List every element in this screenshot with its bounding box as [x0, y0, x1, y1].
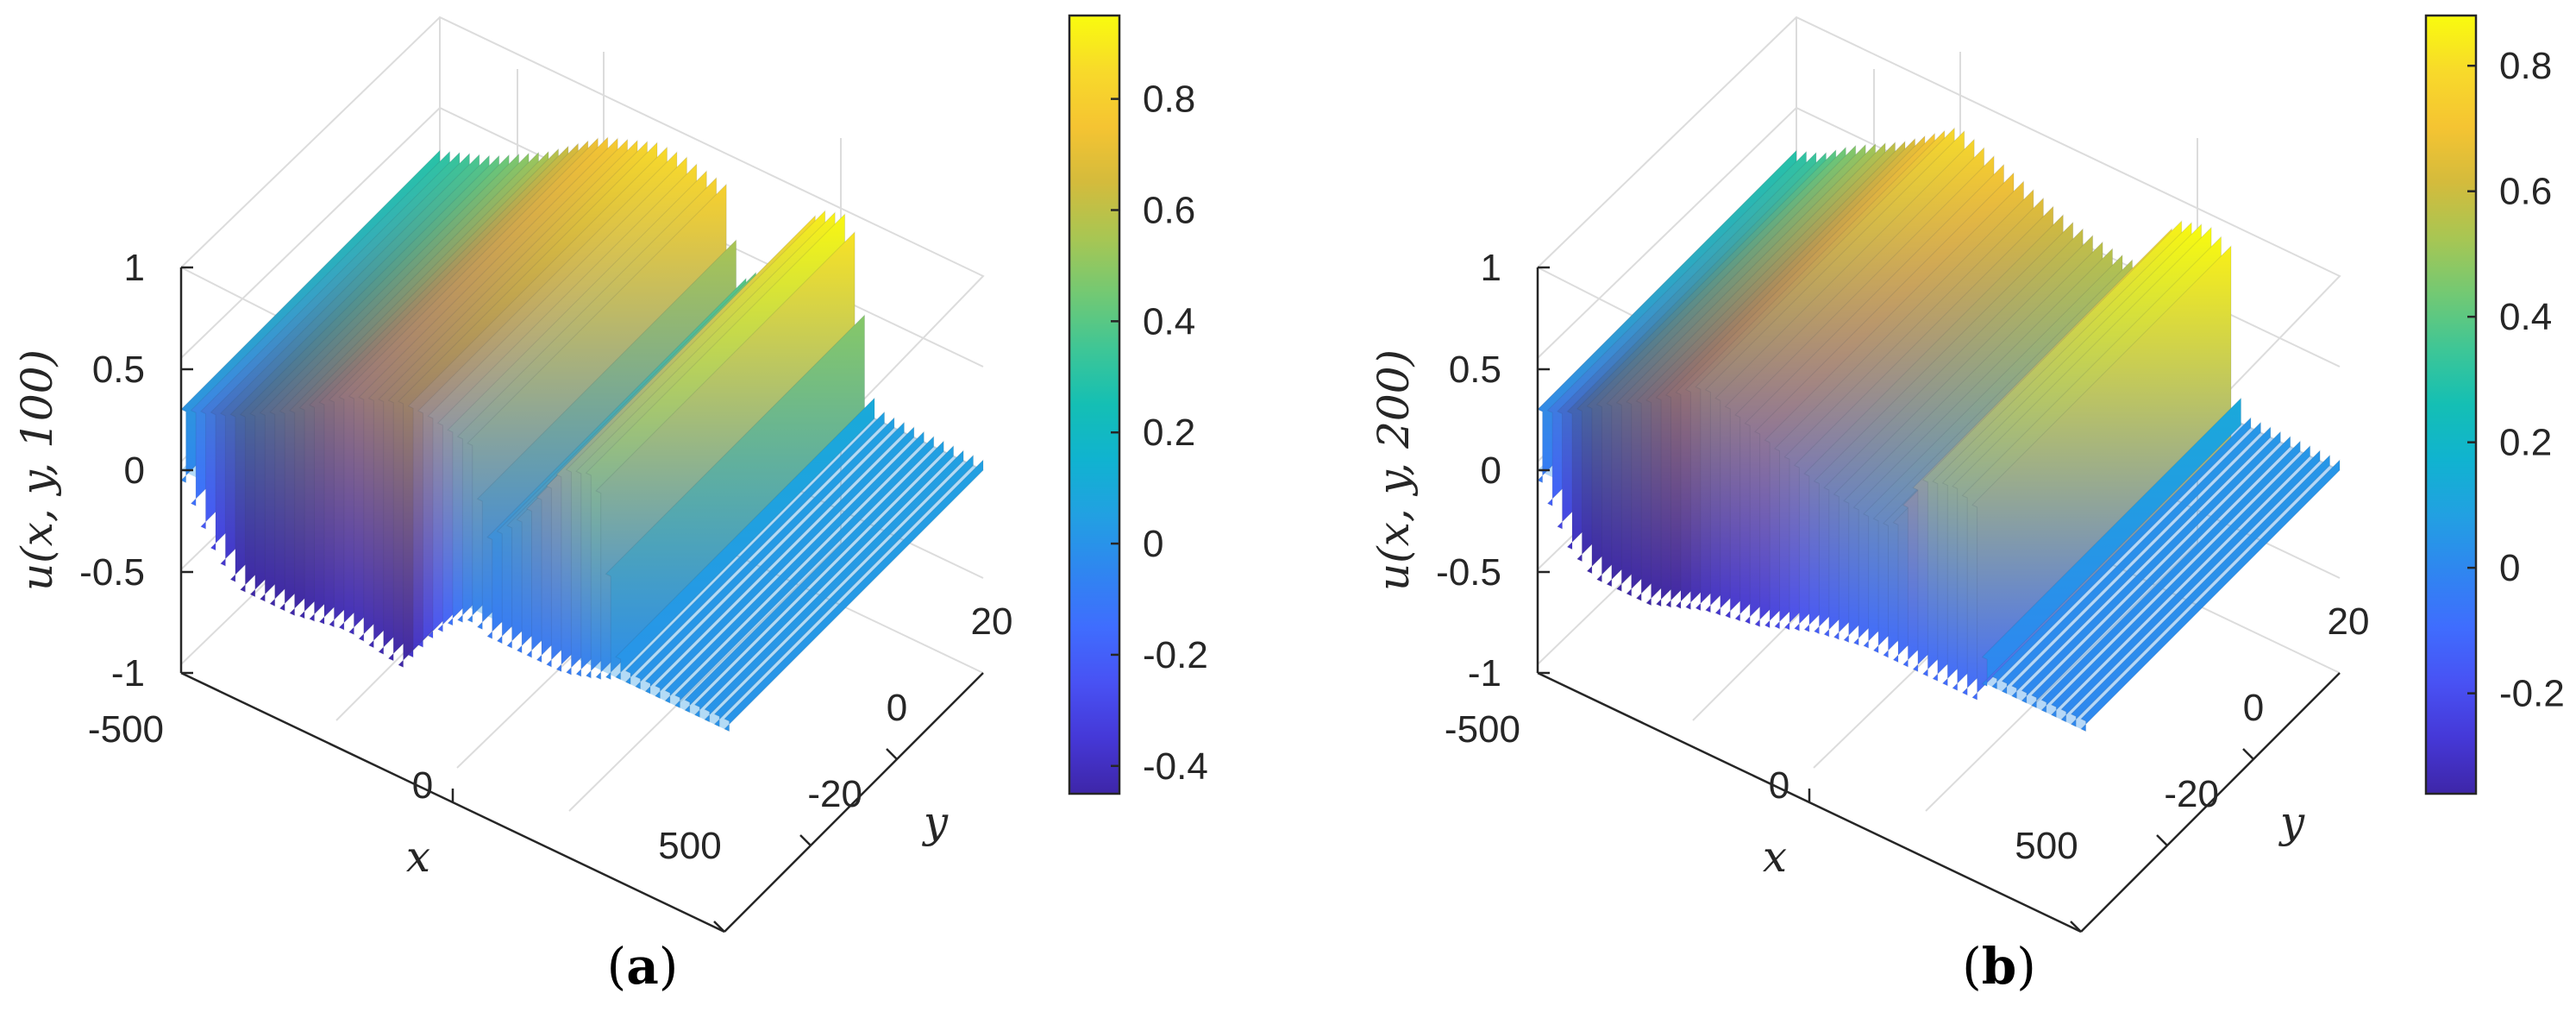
panel-b-ylabel: y — [2278, 797, 2305, 847]
colorbar-gradient — [1069, 16, 1119, 794]
surface-slice — [2080, 459, 2341, 732]
panel-b-ztick: -0.5 — [1436, 551, 1501, 594]
surface-slice — [1991, 416, 2252, 690]
panel-b-xtick: 0 — [1769, 764, 1789, 807]
panel-b: 1 0.5 0 -0.5 -1 -500 0 500 -20 0 20 x y … — [1369, 14, 2565, 996]
surface-slice — [2001, 421, 2261, 695]
panel-a-ytick: -20 — [807, 773, 862, 815]
panel-b-zlabel: u(x, y, 200) — [1369, 349, 1419, 591]
surface-slice — [624, 411, 885, 685]
panel-a-colorbar: -0.4 -0.2 0 0.2 0.4 0.6 0.8 — [1068, 14, 1208, 795]
panel-a-caption: (a) — [607, 937, 679, 996]
panel-b-ztick: 0.5 — [1449, 349, 1501, 391]
panel-a-ytick: 20 — [971, 600, 1013, 643]
surface-slice — [2021, 431, 2281, 704]
panel-a-ztick: -1 — [111, 652, 145, 695]
colorbar-tick: 0.8 — [1143, 79, 1195, 121]
colorbar-tick: 0.4 — [1143, 300, 1195, 343]
panel-b-caption: (b) — [1962, 937, 2036, 996]
panel-b-ytick: 20 — [2328, 600, 2370, 643]
surface-slice — [1981, 397, 2241, 687]
surface-slice — [2040, 440, 2301, 713]
panel-b-colorbar: -0.2 0 0.2 0.4 0.6 0.8 — [2424, 14, 2565, 795]
panel-a-axes — [179, 266, 984, 933]
panel-a-ytick: 0 — [887, 687, 907, 729]
colorbar-tick: -0.2 — [1143, 634, 1208, 676]
surface-slice — [2010, 425, 2272, 700]
colorbar-tick: 0 — [1143, 523, 1163, 565]
surface-slice — [2070, 454, 2330, 727]
panel-b-ztick: -1 — [1468, 652, 1501, 695]
colorbar-tick: -0.2 — [2499, 673, 2565, 715]
panel-a-xtick: -500 — [88, 708, 164, 751]
panel-a-xtick: 500 — [658, 825, 721, 867]
surface-slice — [2030, 435, 2291, 709]
panel-b-ztick: 1 — [1481, 247, 1501, 289]
colorbar-frame — [2424, 14, 2478, 795]
panel-a-xlabel: x — [406, 832, 430, 882]
panel-b-ytick: -20 — [2164, 773, 2219, 815]
panel-a-ylabel: y — [922, 797, 949, 847]
panel-a-ztick: 0.5 — [92, 349, 145, 391]
panel-a: 1 0.5 0 -0.5 -1 -500 0 500 -20 0 20 x y … — [12, 14, 1208, 996]
panel-b-ytick: 0 — [2243, 687, 2264, 729]
panel-b-xlabel: x — [1763, 832, 1787, 882]
surface-slice — [615, 397, 875, 681]
colorbar-tick: -0.4 — [1143, 745, 1208, 788]
panel-a-surface — [180, 136, 984, 732]
panel-a-ztick: 1 — [124, 247, 145, 289]
surface-slice — [605, 314, 865, 681]
panel-b-xtick: 500 — [2015, 825, 2078, 867]
colorbar-tick: 0 — [2499, 547, 2520, 589]
panel-a-ztick: -0.5 — [79, 551, 145, 594]
panel-a-ztick: 0 — [124, 449, 145, 492]
colorbar-tick: 0.8 — [2499, 45, 2552, 87]
surface-slice — [664, 431, 924, 704]
panel-a-zlabel: u(x, y, 100) — [12, 349, 62, 591]
surface-slice — [713, 454, 974, 727]
panel-b-surface — [1537, 127, 2341, 732]
surface-slice — [674, 435, 935, 709]
colorbar-tick: 0.6 — [1143, 190, 1195, 232]
panel-a-xtick: 0 — [412, 764, 433, 807]
surface-slice — [644, 421, 905, 695]
colorbar-tick: 0.2 — [1143, 412, 1195, 454]
colorbar-gradient — [2426, 16, 2476, 794]
surface-slice — [635, 416, 895, 690]
surface-slice — [684, 440, 944, 713]
surface-slice — [1971, 245, 2232, 701]
colorbar-frame — [1068, 14, 1121, 795]
colorbar-tick: 0.6 — [2499, 171, 2552, 213]
surface-slice — [654, 425, 915, 700]
panel-b-axes — [1536, 266, 2341, 933]
surface-slice — [704, 449, 964, 723]
panel-b-ztick: 0 — [1481, 449, 1501, 492]
surface-slice — [2050, 444, 2311, 719]
colorbar-tick: 0.2 — [2499, 422, 2552, 464]
colorbar-tick: 0.4 — [2499, 296, 2552, 338]
surface-slice — [693, 444, 955, 719]
surface-slice — [2060, 449, 2321, 723]
surface-slice — [724, 459, 984, 732]
panel-b-xtick: -500 — [1445, 708, 1520, 751]
